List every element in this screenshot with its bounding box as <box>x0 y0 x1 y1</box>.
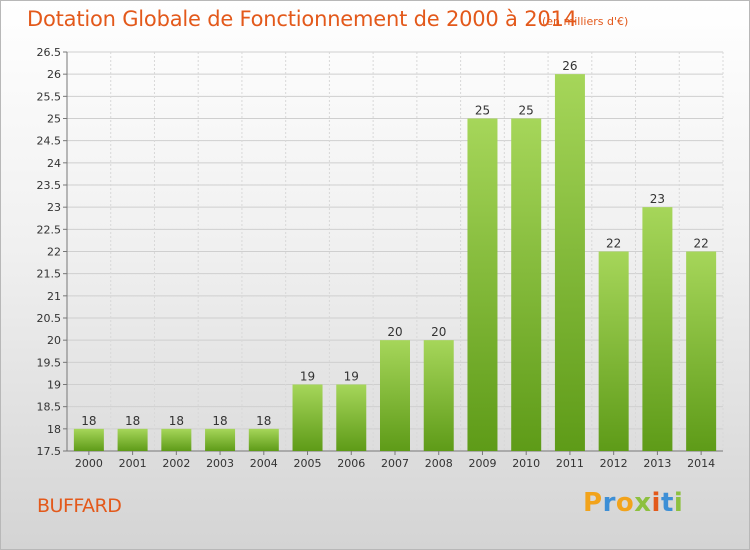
bar <box>248 428 279 451</box>
x-tick-label: 2012 <box>600 457 628 470</box>
x-tick-label: 2000 <box>75 457 103 470</box>
x-tick-label: 2008 <box>425 457 453 470</box>
y-tick-label: 26 <box>47 68 61 81</box>
bar-value-label: 19 <box>344 370 359 384</box>
y-tick-label: 19 <box>47 379 61 392</box>
bar <box>423 340 454 451</box>
bar-value-label: 18 <box>81 414 96 428</box>
y-tick-label: 22 <box>47 246 61 259</box>
x-tick-label: 2010 <box>512 457 540 470</box>
labels: 18 18 18 18 18 19 19 20 20 25 25 26 22 23 22 <box>81 59 709 428</box>
bar-value-label: 22 <box>606 237 621 251</box>
bar <box>467 118 498 451</box>
y-tick-label: 20 <box>47 334 61 347</box>
bar <box>336 384 367 451</box>
x-tick-label: 2001 <box>119 457 147 470</box>
logo-letter: t <box>660 488 674 518</box>
y-tick-label: 22.5 <box>37 223 62 236</box>
bar <box>642 207 673 451</box>
x-tick-label: 2005 <box>294 457 322 470</box>
y-tick-label: 26.5 <box>37 46 62 59</box>
x-tick-label: 2007 <box>381 457 409 470</box>
bar <box>117 428 148 451</box>
proxiti-logo: Proxiti <box>583 488 683 518</box>
y-tick-label: 19.5 <box>37 356 62 369</box>
bar-value-label: 18 <box>212 414 227 428</box>
x-tick-label: 2003 <box>206 457 234 470</box>
logo-letter: r <box>602 488 616 518</box>
bar-value-label: 26 <box>562 59 577 73</box>
x-tick-label: 2011 <box>556 457 584 470</box>
bar <box>380 340 410 451</box>
bar <box>686 251 717 451</box>
bar-value-label: 20 <box>431 325 446 339</box>
x-tick-label: 2014 <box>687 457 715 470</box>
logo-letter: P <box>583 488 603 518</box>
axes: 17.5 18 18.5 19 19.5 20 20.5 21 21.5 22 22.5 23 23.5… <box>37 46 723 470</box>
y-tick-label: 20.5 <box>37 312 62 325</box>
bar <box>511 118 542 451</box>
bar <box>205 428 236 451</box>
chart-title: Dotation Globale de Fonctionnement de 20… <box>27 7 577 31</box>
bar-value-label: 18 <box>169 414 184 428</box>
y-tick-label: 21.5 <box>37 268 62 281</box>
chart-subtitle: (en milliers d'€) <box>542 15 629 28</box>
bar-value-label: 23 <box>650 192 665 206</box>
y-tick-label: 21 <box>47 290 61 303</box>
bar <box>161 428 192 451</box>
y-tick-label: 18.5 <box>37 401 62 414</box>
x-tick-label: 2004 <box>250 457 278 470</box>
bar-value-label: 25 <box>475 104 490 118</box>
y-tick-label: 17.5 <box>37 445 62 458</box>
bar-value-label: 18 <box>125 414 140 428</box>
bar <box>598 251 629 451</box>
logo-letter: x <box>634 488 652 518</box>
bars <box>73 74 717 452</box>
y-tick-label: 25 <box>47 113 61 126</box>
x-tick-label: 2006 <box>337 457 365 470</box>
y-tick-label: 23.5 <box>37 179 62 192</box>
x-tick-label: 2009 <box>468 457 496 470</box>
bar-value-label: 20 <box>387 325 402 339</box>
y-tick-label: 24.5 <box>37 135 62 148</box>
y-tick-label: 24 <box>47 157 61 170</box>
bar <box>292 384 323 451</box>
bar-value-label: 22 <box>693 237 708 251</box>
y-tick-label: 18 <box>47 423 61 436</box>
y-tick-label: 23 <box>47 201 61 214</box>
logo-letter: i <box>673 488 684 518</box>
bar-value-label: 25 <box>519 104 534 118</box>
x-tick-label: 2002 <box>162 457 190 470</box>
bar-value-label: 19 <box>300 370 315 384</box>
logo-letter: o <box>615 488 635 518</box>
bar <box>554 74 585 452</box>
x-tick-label: 2013 <box>643 457 671 470</box>
bar-value-label: 18 <box>256 414 271 428</box>
bar <box>73 428 104 451</box>
commune-name: BUFFARD <box>37 495 122 517</box>
y-tick-label: 25.5 <box>37 90 62 103</box>
logo-letter: i <box>651 488 661 518</box>
